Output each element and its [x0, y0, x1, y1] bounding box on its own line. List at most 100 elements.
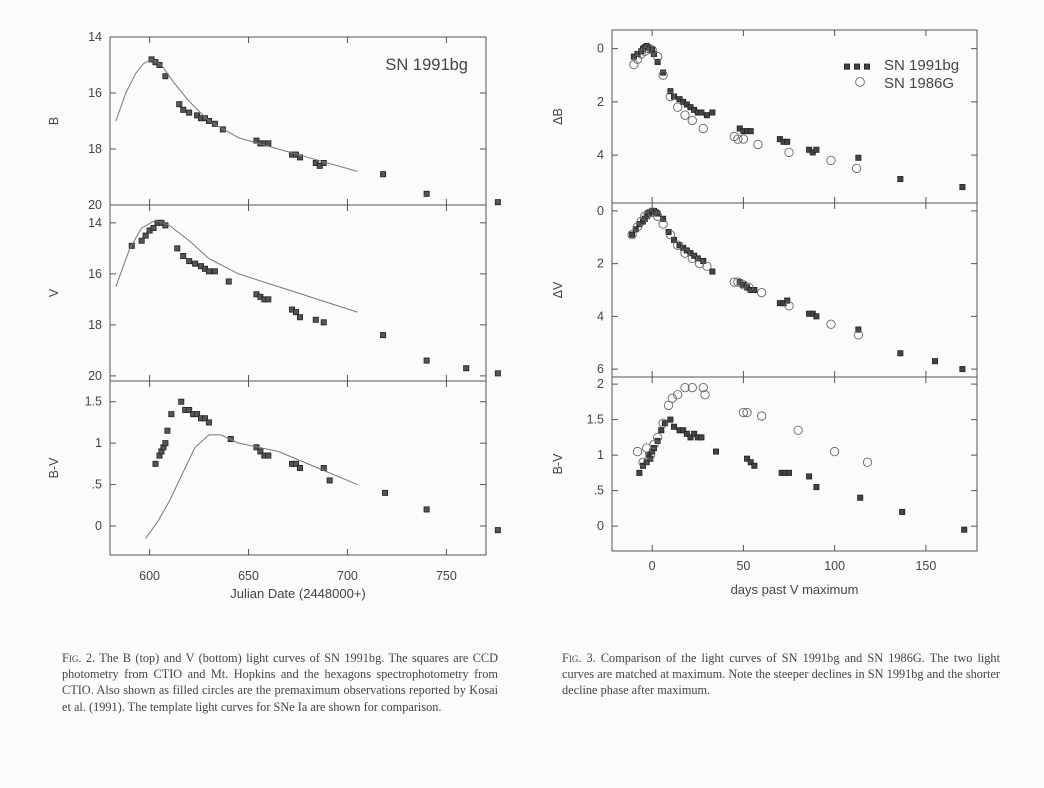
data-point-1991bg	[709, 109, 716, 116]
data-point-1986g	[636, 216, 646, 227]
figure-3-caption-label: Fig. 3.	[562, 651, 596, 665]
data-point-1991bg	[961, 526, 968, 533]
data-point-1986g	[757, 287, 767, 298]
data-point-1986g	[698, 123, 708, 134]
y-tick-label: 2	[597, 377, 604, 391]
y-tick-label: 1.5	[587, 413, 604, 427]
data-point-1991bg	[959, 184, 966, 191]
data-point-square	[380, 171, 387, 178]
data-point-square	[164, 427, 171, 434]
figure-2: 14 16 18 20 B 14 16 18 20 V 0 .5 1 1.5 B-V 600 650 700 750…	[47, 30, 501, 601]
fig3-panel-1: 0 2 4 6 ΔV	[551, 202, 978, 378]
data-point-square	[152, 460, 159, 467]
data-point-square	[162, 73, 169, 80]
data-point-1986g	[642, 443, 652, 453]
y-axis-label: ΔB	[551, 108, 565, 125]
data-point-square	[382, 489, 389, 496]
data-point-1986g	[784, 301, 794, 311]
data-point-square	[225, 278, 232, 285]
template-curve	[115, 219, 358, 313]
x-tick-label: 600	[139, 569, 160, 583]
legend-marker-1991bg	[864, 63, 871, 70]
data-point-1986g	[673, 240, 683, 250]
data-point-1986g	[652, 51, 663, 62]
data-point-square	[293, 309, 300, 316]
data-point-1986g	[680, 110, 690, 120]
data-point-1986g	[673, 390, 683, 400]
data-point-square	[201, 415, 208, 422]
data-point-1986g	[742, 407, 752, 418]
data-point-1986g	[649, 439, 659, 450]
data-point-1991bg	[660, 69, 667, 76]
legend-marker-1991bg	[854, 63, 861, 70]
data-point-1991bg	[680, 427, 687, 434]
data-point-square	[142, 232, 149, 239]
fig3-panel-2: 0 .5 1 1.5 2 B-V	[551, 376, 978, 552]
data-point-1991bg	[899, 508, 906, 515]
fig3-panel-frame	[611, 376, 978, 552]
data-point-1991bg	[667, 88, 674, 95]
data-point-1986g	[652, 211, 663, 221]
y-tick-label: .5	[594, 484, 604, 498]
data-point-square	[162, 440, 169, 447]
data-point-square	[194, 411, 201, 418]
data-point-square	[463, 365, 470, 372]
data-point-1986g	[667, 393, 677, 403]
data-point-1991bg	[786, 469, 793, 476]
data-point-1986g	[663, 400, 674, 411]
y-tick-label: 20	[88, 198, 102, 212]
data-point-square	[494, 199, 501, 206]
data-point-square	[423, 506, 430, 513]
data-point-square	[312, 316, 319, 323]
y-tick-label: 0	[597, 204, 604, 218]
data-point-1986g	[658, 418, 668, 428]
x-axis-label: Julian Date (2448000+)	[230, 586, 366, 601]
data-point-1991bg	[671, 423, 678, 430]
data-point-square	[178, 398, 185, 405]
data-point-1986g	[826, 155, 836, 166]
data-point-1986g	[687, 383, 697, 393]
data-point-square	[257, 448, 264, 455]
data-point-1991bg	[813, 146, 820, 153]
y-tick-label: 4	[597, 309, 604, 323]
data-point-1986g	[702, 261, 712, 271]
data-point-square	[205, 268, 212, 275]
y-axis-label: ΔV	[551, 281, 565, 298]
panel-annotation: SN 1991bg	[385, 56, 468, 74]
data-point-square	[265, 296, 272, 303]
y-axis-label: V	[47, 288, 61, 297]
data-point-square	[423, 357, 430, 364]
data-point-1986g	[632, 446, 643, 457]
y-axis-label: B-V	[551, 453, 565, 475]
data-point-1991bg	[857, 494, 864, 501]
y-tick-label: 0	[95, 519, 102, 533]
data-point-1991bg	[932, 358, 939, 365]
figure-3: 0 2 4 ΔB 0 2 4 6 ΔV 0 .5 1 1.5 2 B-V 0 50 100 150 days past…	[551, 29, 978, 597]
fig2-panel-1: 14 16 18 20 V	[47, 204, 501, 383]
data-point-1986g	[700, 390, 710, 400]
data-point-square	[174, 245, 181, 252]
fig2-panel-2: 0 .5 1 1.5 B-V	[47, 380, 501, 556]
data-point-1986g	[698, 383, 708, 393]
data-point-1991bg	[654, 58, 661, 65]
data-point-1986g	[793, 425, 803, 435]
fig3-panel-0: 0 2 4 ΔB	[551, 29, 978, 204]
y-axis-label: B	[47, 117, 61, 125]
template-curve	[115, 58, 358, 172]
data-point-square	[186, 109, 193, 116]
y-tick-label: 16	[88, 86, 102, 100]
data-point-1991bg	[855, 326, 862, 333]
data-point-1991bg	[665, 228, 672, 235]
data-point-square	[380, 332, 387, 339]
y-tick-label: 1.5	[85, 395, 102, 409]
data-point-1986g	[665, 229, 676, 240]
data-point-1991bg	[784, 138, 791, 145]
data-point-1986g	[733, 134, 743, 144]
template-curve	[145, 434, 358, 539]
y-tick-label: 14	[88, 216, 102, 230]
data-point-square	[186, 406, 193, 413]
data-point-square	[205, 419, 212, 426]
data-point-1991bg	[897, 176, 904, 183]
